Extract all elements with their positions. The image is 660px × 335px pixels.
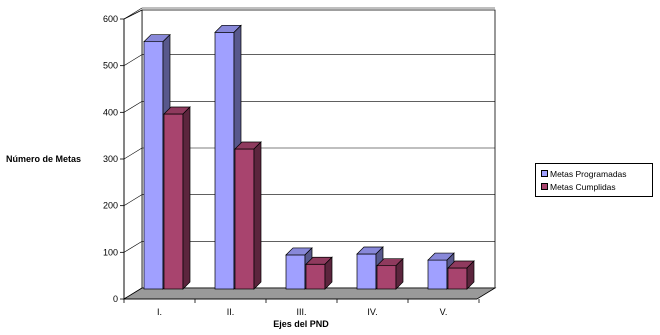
bar-front [305, 263, 326, 290]
gridline-side [123, 7, 143, 20]
gridline-side [123, 101, 143, 113]
bar-front [214, 31, 235, 290]
bar-cumplidas [234, 141, 262, 290]
y-tick-label: 300 [103, 154, 118, 164]
legend: Metas Programadas Metas Cumplidas [535, 163, 653, 197]
gridline-side [123, 147, 143, 160]
legend-label-programadas: Metas Programadas [550, 168, 627, 179]
bar-front [376, 265, 397, 290]
legend-item-programadas: Metas Programadas [541, 167, 652, 180]
chart-back-wall [141, 9, 496, 289]
bar-side [182, 106, 191, 290]
y-tick-label: 500 [103, 61, 118, 71]
bar-side [253, 141, 262, 290]
legend-label-cumplidas: Metas Cumplidas [550, 181, 616, 192]
y-tick-label: 400 [103, 107, 118, 117]
y-tick-label: 200 [103, 201, 118, 211]
y-tick-label: 0 [113, 294, 118, 304]
bar-side [466, 260, 475, 290]
x-tick-label: III. [296, 307, 306, 317]
bar-front [234, 148, 255, 290]
gridline-side [123, 194, 143, 206]
x-tick-label: II. [227, 307, 235, 317]
gridline-side [123, 54, 143, 66]
x-axis-title: Ejes del PND [273, 319, 329, 329]
bar-front [447, 267, 468, 290]
bar-front [356, 253, 377, 290]
legend-item-cumplidas: Metas Cumplidas [541, 180, 652, 193]
chart-floor [122, 287, 497, 300]
bar-cumplidas [376, 257, 404, 290]
bar-side [395, 257, 404, 290]
x-axis-ticks: I. II. III. IV. V. [123, 299, 480, 317]
bar-cumplidas [447, 260, 475, 290]
y-tick-label: 600 [103, 14, 118, 24]
bars [143, 24, 475, 290]
bar-front [163, 113, 184, 290]
gridline-side [123, 241, 143, 253]
bar-front [285, 254, 306, 290]
x-tick-label: V. [440, 307, 448, 317]
y-axis-title: Número de Metas [6, 154, 81, 164]
bar-cumplidas [305, 256, 333, 290]
y-axis-ticks: 0 100 200 300 400 500 600 [103, 14, 124, 304]
bar-cumplidas [163, 106, 191, 290]
y-tick-label: 100 [103, 247, 118, 257]
legend-swatch-cumplidas [541, 183, 548, 190]
bar-front [427, 259, 448, 290]
x-tick-label: I. [157, 307, 162, 317]
bar-front [143, 41, 164, 290]
chart-side-wall [123, 9, 143, 300]
x-tick-label: IV. [367, 307, 377, 317]
bar-side [324, 256, 333, 290]
legend-swatch-programadas [541, 170, 548, 177]
gridlines [123, 7, 495, 253]
